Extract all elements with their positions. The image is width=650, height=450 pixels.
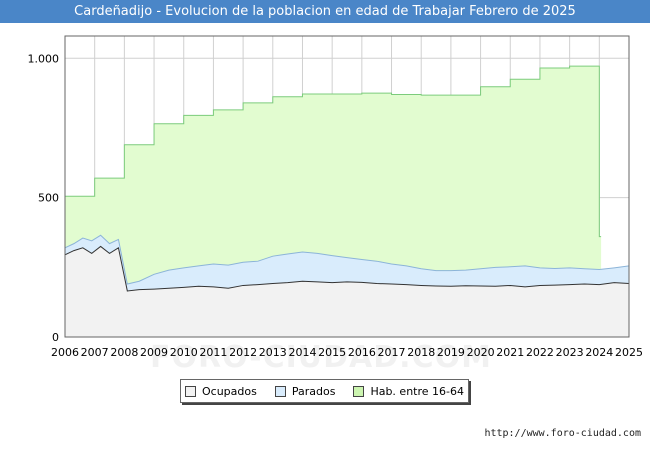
- x-tick-label-2024: 2024: [585, 346, 613, 359]
- line-ocupados: [64, 245, 630, 292]
- legend: Ocupados Parados Hab. entre 16-64: [180, 379, 469, 403]
- legend-item-ocupados: Ocupados: [184, 384, 257, 398]
- source-credit: http://www.foro-ciudad.com: [484, 428, 641, 439]
- x-tick-label-2011: 2011: [199, 346, 227, 359]
- legend-item-hab: Hab. entre 16-64: [353, 385, 464, 398]
- area-ocupados: [65, 246, 629, 337]
- x-tick-label-2008: 2008: [110, 346, 138, 359]
- areas: [64, 65, 630, 337]
- legend-label-ocupados: Ocupados: [201, 384, 257, 398]
- y-tick-label-500: 500: [38, 192, 59, 205]
- area-parados: [65, 235, 629, 292]
- legend-swatch-ocupados: [184, 385, 196, 397]
- chart-title: Cardeñadijo - Evolucion de la poblacion …: [0, 0, 650, 23]
- x-tick-label-2017: 2017: [378, 346, 406, 359]
- x-tick-label-2015: 2015: [318, 346, 346, 359]
- x-tick-label-2025: 2025: [615, 346, 643, 359]
- plot-frame: [64, 35, 630, 338]
- x-tick-label-2013: 2013: [259, 346, 287, 359]
- x-tick-label-2022: 2022: [526, 346, 554, 359]
- line-hab: [65, 65, 602, 238]
- x-tick-label-2018: 2018: [407, 346, 435, 359]
- x-tick-label-2012: 2012: [229, 346, 257, 359]
- y-tick-label-0: 0: [52, 331, 59, 344]
- line-parados: [64, 234, 630, 285]
- legend-label-hab: Hab. entre 16-64: [370, 384, 464, 398]
- legend-label-parados: Parados: [291, 384, 336, 398]
- x-tick-label-2014: 2014: [288, 346, 316, 359]
- x-tick-label-2020: 2020: [467, 346, 495, 359]
- x-tick-label-2010: 2010: [170, 346, 198, 359]
- legend-swatch-parados: [274, 385, 286, 397]
- y-tick-label-1000: 1.000: [28, 52, 60, 65]
- x-axis: 2006 2007 2008 2009 2010 2011 2012 2013 2014 2015…: [51, 346, 643, 359]
- x-tick-label-2009: 2009: [140, 346, 168, 359]
- x-tick-label-2019: 2019: [437, 346, 465, 359]
- x-tick-label-2007: 2007: [81, 346, 109, 359]
- legend-item-parados: Parados: [274, 384, 336, 398]
- x-tick-label-2023: 2023: [556, 346, 584, 359]
- watermark: FORO-CIUDAD.COM: [150, 340, 492, 375]
- x-tick-label-2016: 2016: [348, 346, 376, 359]
- x-tick-label-2006: 2006: [51, 346, 79, 359]
- x-tick-label-2021: 2021: [496, 346, 524, 359]
- legend-swatch-hab: [353, 385, 365, 397]
- y-axis: 0 500 1.000: [28, 52, 60, 344]
